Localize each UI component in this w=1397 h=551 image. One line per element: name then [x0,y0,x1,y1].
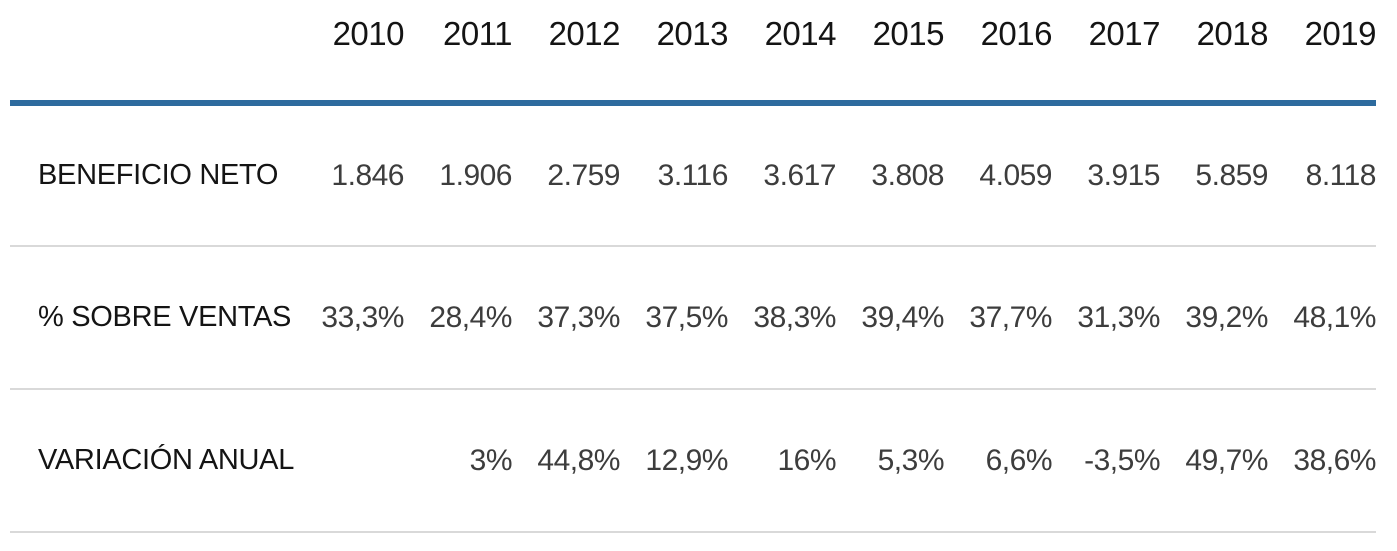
corner-cell [10,0,296,106]
value-cell: 28,4% [429,300,512,334]
year-header-2013: 2013 [620,0,729,106]
value-cell: 6,6% [985,443,1053,477]
value-cell [296,389,404,532]
year-header-2015: 2015 [836,0,945,106]
year-header-2012: 2012 [512,0,621,106]
row-label-variacion-anual: VARIACIÓN ANUAL [38,444,295,476]
table-row-variacion-anual: VARIACIÓN ANUAL 3% 44,8% 12,9% 16% 5,3% … [10,389,1377,532]
year-header-row: 2010 2011 2012 2013 2014 2015 2016 2017 … [10,0,1377,106]
value-cell: 3% [469,443,513,477]
value-cell: 39,2% [1185,300,1268,334]
value-cell: 44,8% [537,443,620,477]
value-cell: 31,3% [1077,300,1160,334]
value-cell: -3,5% [1084,443,1160,477]
value-cell: 48,1% [1293,300,1376,334]
value-cell: 38,3% [753,300,836,334]
financial-table: 2010 2011 2012 2013 2014 2015 2016 2017 … [10,0,1377,533]
year-header-2010: 2010 [296,0,405,106]
value-cell: 3.808 [871,158,944,192]
value-cell: 3.617 [763,158,836,192]
value-cell: 1.846 [331,158,404,192]
year-header-2019: 2019 [1268,0,1377,106]
value-cell: 39,4% [861,300,944,334]
year-header-2016: 2016 [944,0,1053,106]
row-label-sobre-ventas: % SOBRE VENTAS [38,301,292,333]
value-cell: 12,9% [645,443,728,477]
table-row-beneficio-neto: BENEFICIO NETO 1.846 1.906 2.759 3.116 3… [10,103,1377,246]
value-cell: 1.906 [439,158,512,192]
year-header-2018: 2018 [1160,0,1269,106]
value-cell: 16% [777,443,836,477]
value-cell: 37,3% [537,300,620,334]
value-cell: 37,5% [645,300,728,334]
value-cell: 2.759 [547,158,620,192]
value-cell: 4.059 [979,158,1052,192]
year-header-2017: 2017 [1052,0,1161,106]
row-label-beneficio-neto: BENEFICIO NETO [38,159,279,191]
value-cell: 5,3% [877,443,945,477]
value-cell: 5.859 [1195,158,1268,192]
value-cell: 8.118 [1305,158,1377,192]
value-cell: 49,7% [1185,443,1268,477]
value-cell: 37,7% [969,300,1052,334]
value-cell: 33,3% [321,300,404,334]
value-cell: 3.116 [657,158,729,192]
table-row-sobre-ventas: % SOBRE VENTAS 33,3% 28,4% 37,3% 37,5% 3… [10,246,1377,389]
value-cell: 38,6% [1293,443,1376,477]
year-header-2011: 2011 [404,0,513,106]
year-header-2014: 2014 [728,0,837,106]
value-cell: 3.915 [1087,158,1160,192]
